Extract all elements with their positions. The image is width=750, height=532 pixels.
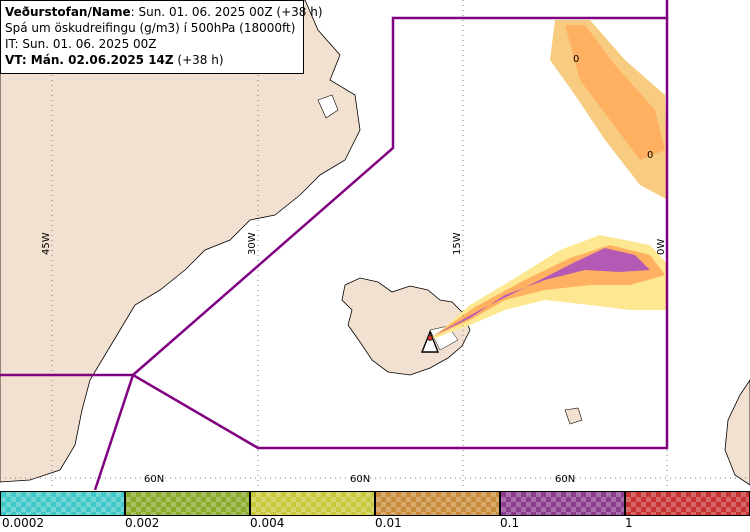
info-line-valid-time: VT: Mán. 02.06.2025 14Z (+38 h) <box>5 53 224 67</box>
parallel-label: 60N <box>350 474 370 485</box>
legend-swatch <box>625 491 750 516</box>
legend-tick-label: 0.002 <box>125 516 160 530</box>
info-line-source: Veðurstofan/Name: Sun. 01. 06. 2025 00Z … <box>5 5 323 19</box>
parallel-labels: 60N 60N 60N <box>144 474 575 485</box>
meridian-label: 0W <box>656 239 667 255</box>
greenland-fjord <box>317 94 339 119</box>
legend-swatch <box>500 491 625 516</box>
meridian-label: 15W <box>452 232 463 255</box>
contour-label: 0 <box>647 150 653 161</box>
legend-tick-labels: 0.0002 0.002 0.004 0.01 0.1 1 <box>0 516 750 532</box>
ash-plume-east-core <box>435 248 650 335</box>
legend-tick-label: 0.004 <box>250 516 285 530</box>
legend-tick-label: 0.0002 <box>2 516 44 530</box>
airspace-boundary <box>0 0 669 490</box>
legend-swatch <box>125 491 250 516</box>
legend-tick-label: 0.01 <box>375 516 402 530</box>
concentration-legend <box>0 491 750 516</box>
parallel-label: 60N <box>555 474 575 485</box>
forecast-info-box: Veðurstofan/Name: Sun. 01. 06. 2025 00Z … <box>0 0 323 74</box>
info-line-initial-time: IT: Sun. 01. 06. 2025 00Z <box>5 37 157 51</box>
contour-label: 0 <box>573 54 579 65</box>
legend-tick-label: 0.1 <box>500 516 520 530</box>
legend-swatch <box>0 491 125 516</box>
meridian-label: 45W <box>41 232 52 255</box>
meridian-labels: 45W 30W 15W 0W <box>41 232 667 255</box>
greenland-landmass <box>0 0 361 483</box>
legend-swatch <box>375 491 500 516</box>
norway-coast <box>724 379 750 486</box>
volcano-marker-icon <box>420 330 440 353</box>
faroe-islands <box>564 407 583 425</box>
meridian-label: 30W <box>247 232 258 255</box>
map-canvas: 45W 30W 15W 0W 60N 60N 60N 0 0 <box>0 0 750 490</box>
legend-swatch <box>250 491 375 516</box>
info-line-product: Spá um öskudreifingu (g/m3) í 500hPa (18… <box>5 21 296 35</box>
ash-plume-north-inner <box>565 25 665 160</box>
legend-tick-label: 1 <box>625 516 633 530</box>
parallel-label: 60N <box>144 474 164 485</box>
